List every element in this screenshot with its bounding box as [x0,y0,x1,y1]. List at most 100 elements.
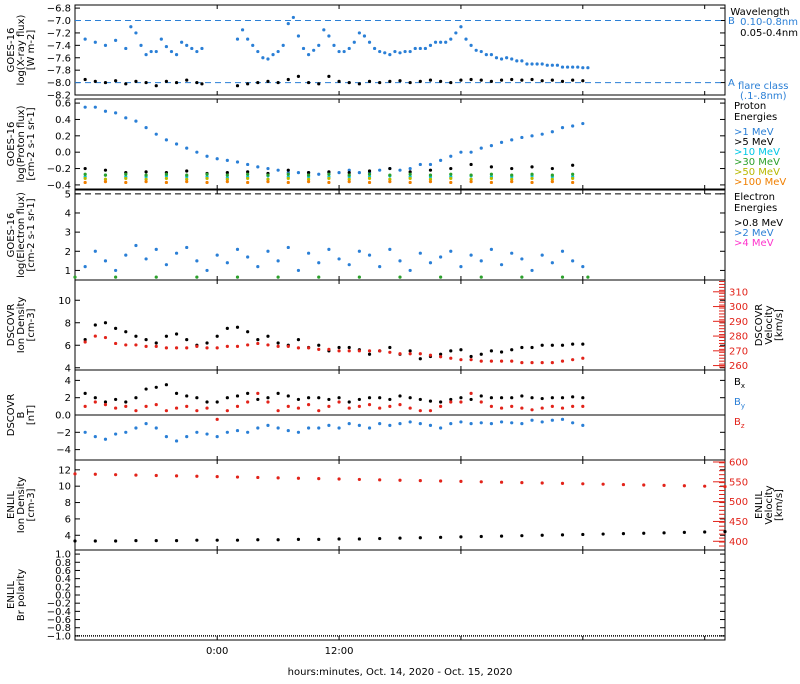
data-point [114,268,118,273]
series-0.10-0.8nm [83,15,590,70]
data-point [174,80,179,85]
data-point [449,349,453,353]
legend-title: Wavelength [730,7,789,18]
data-point [149,49,153,54]
data-point [93,472,97,476]
data-point [134,31,138,35]
data-point [576,65,580,69]
data-point [459,348,463,352]
data-point [195,474,199,478]
data-point [357,477,361,482]
legend-entry: >50 MeV [734,167,780,178]
y-axis-label: B [16,411,27,418]
data-point [190,46,194,51]
data-point [337,49,341,54]
data-point [246,255,250,259]
data-point [306,173,311,177]
data-point [550,361,554,365]
y-tick-label: 5 [65,189,71,200]
x-tick-label: 0:00 [206,646,228,657]
data-point [124,330,128,334]
y-axis-label-right: ENLIL [754,491,765,519]
data-point [124,400,128,404]
data-point [286,168,290,172]
data-point [83,172,87,176]
data-point [134,396,138,400]
data-point [144,422,148,426]
data-point [510,166,514,171]
data-point [494,56,499,60]
data-point [266,166,270,171]
data-point [571,163,575,167]
data-point [164,138,169,142]
data-point [367,253,372,257]
data-point [276,275,280,279]
data-point [560,249,565,253]
data-point [703,530,707,534]
data-point [439,40,443,44]
data-point [530,165,534,169]
data-point [103,80,108,85]
data-point [550,173,554,177]
data-point [124,116,128,120]
data-point [276,168,280,172]
data-point [306,171,311,175]
y-axis-label: log(Electron flux) [16,192,27,278]
data-point [418,352,422,356]
data-point [296,430,301,434]
y-tick-label-right: 300 [729,302,748,313]
data-point [154,49,158,54]
data-point [418,479,422,483]
data-point [449,180,453,185]
data-point [93,249,97,253]
data-point [174,439,179,443]
data-point [185,394,189,398]
data-point [144,404,148,408]
data-point [479,49,483,54]
data-point [469,253,473,257]
data-point [205,180,209,185]
data-point [418,357,422,361]
data-point [459,479,463,484]
data-point [286,176,290,180]
data-point [154,132,158,136]
data-point [225,326,229,330]
y-axis-label: GOES-16 [6,213,17,258]
data-point [489,349,494,353]
data-point [388,79,392,83]
y-axis-label: DSCOVR [6,304,17,347]
data-point [459,535,463,539]
data-point [408,268,412,273]
data-point [124,430,128,434]
data-point [428,177,433,181]
data-point [723,529,727,534]
data-point [581,66,585,70]
y-tick-label: 4 [65,531,71,542]
data-point [256,538,260,542]
data-point [306,346,311,350]
data-point [469,173,473,177]
data-point [408,170,412,174]
data-point [408,80,412,85]
data-point [560,396,565,400]
data-point [296,346,301,350]
data-point [154,403,158,407]
data-point [489,53,494,57]
data-point [444,40,448,44]
data-point [418,409,422,413]
data-point [449,37,453,41]
data-point [256,49,260,54]
data-point [225,430,229,434]
data-point [662,531,666,535]
data-point [185,346,189,350]
data-point [276,426,280,430]
flare-class-letter: B [728,16,735,27]
data-point [195,430,199,434]
data-point [418,251,422,255]
legend-title: Electron [734,192,775,203]
data-point [246,170,250,174]
data-point [367,349,372,353]
data-point [195,344,199,348]
series->2 MeV [83,243,585,273]
data-point [185,146,189,150]
